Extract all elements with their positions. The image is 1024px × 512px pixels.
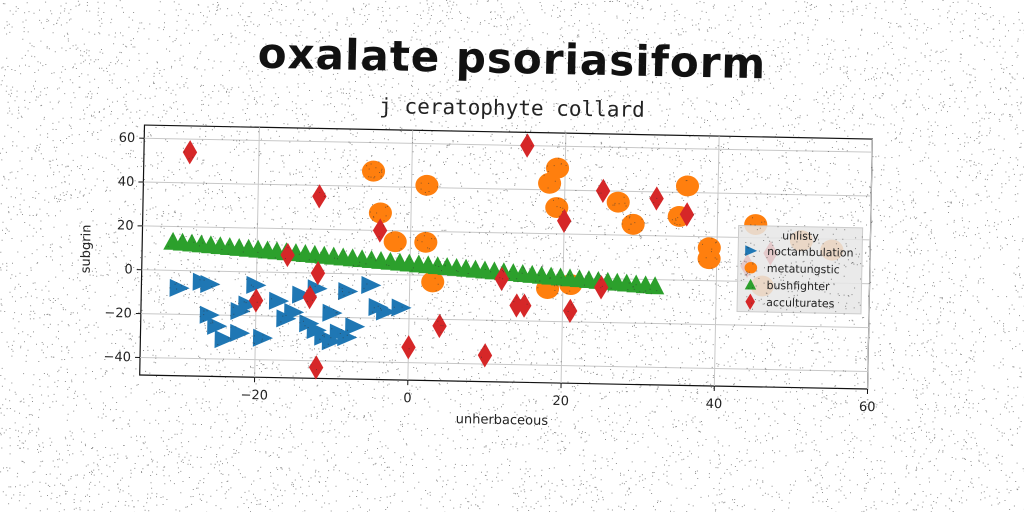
y-tick-label: 40 <box>118 175 135 190</box>
y-tick-label: 20 <box>117 218 134 233</box>
legend: unlisty noctambulation metatungstic bushfi… <box>736 224 864 315</box>
y-tick-label: 0 <box>124 262 133 277</box>
x-axis-label: unherbaceous <box>456 412 549 429</box>
x-tick-label: 0 <box>403 391 412 406</box>
legend-label: bushfighter <box>766 279 830 293</box>
legend-label: acculturates <box>766 296 835 310</box>
x-tick-label: 20 <box>552 394 569 409</box>
y-tick-label: −40 <box>103 350 131 366</box>
y-axis-label: subgrin <box>79 224 95 273</box>
x-tick-label: 40 <box>706 397 723 412</box>
y-tick-label: 60 <box>119 131 136 146</box>
x-tick-label: 60 <box>859 400 876 415</box>
x-tick-label: −20 <box>240 388 268 404</box>
y-tick-label: −20 <box>104 306 132 322</box>
legend-title: unlisty <box>782 229 819 243</box>
legend-label: metatungstic <box>767 262 840 276</box>
legend-label: noctambulation <box>767 245 854 260</box>
